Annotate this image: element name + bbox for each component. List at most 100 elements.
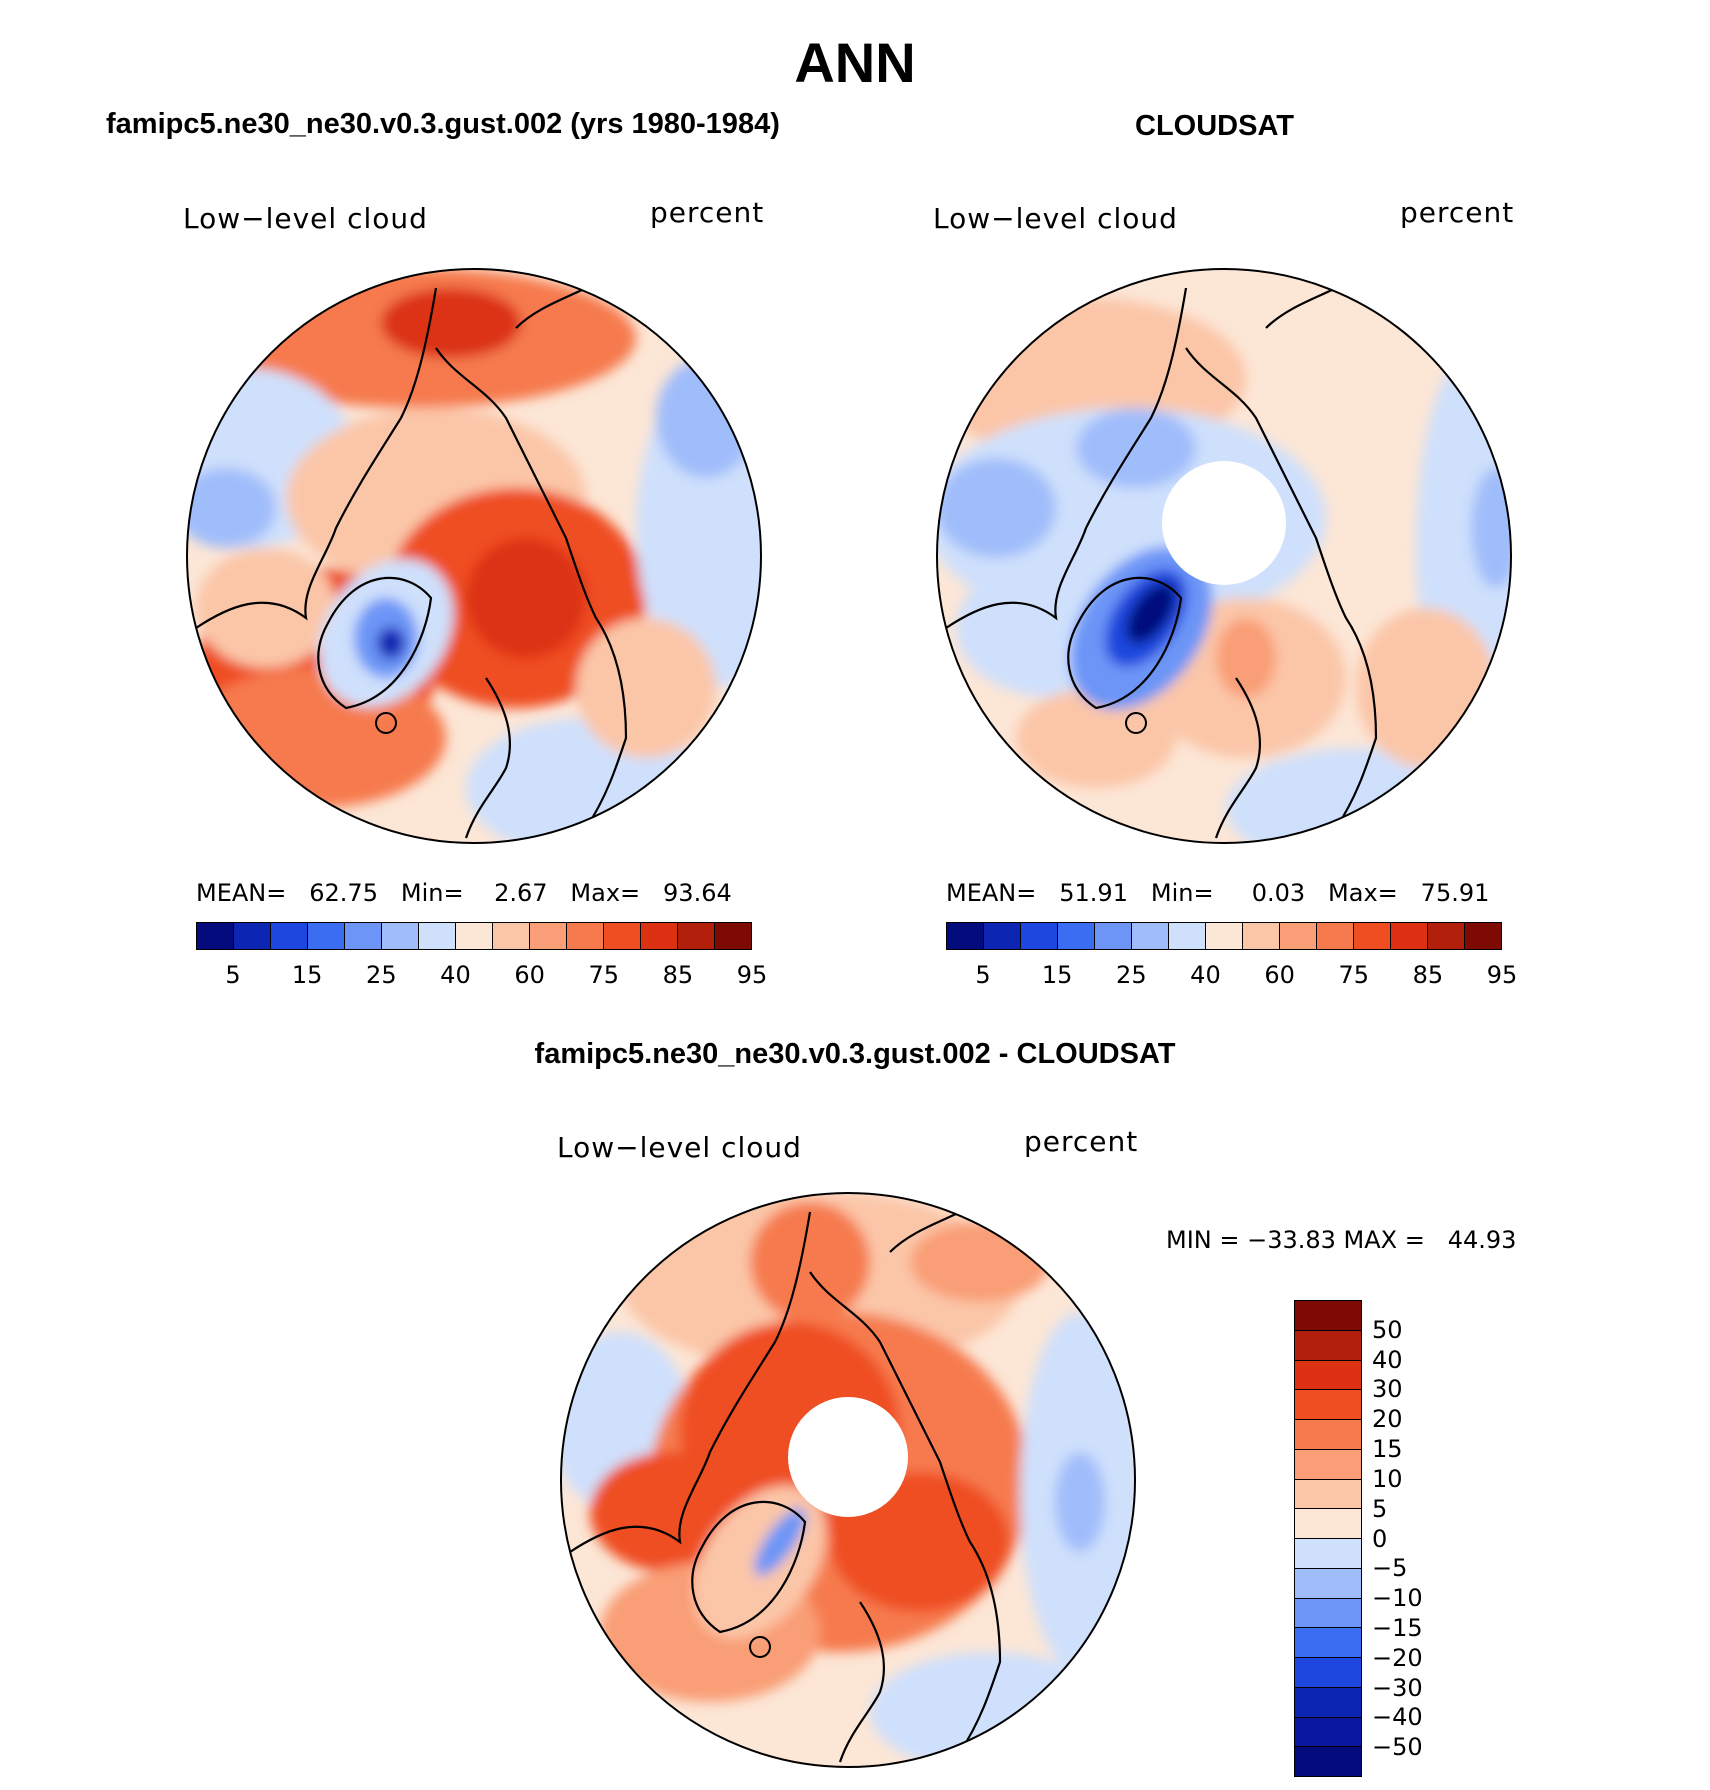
colorbar-tick-label: 15 <box>291 961 323 989</box>
colorbar-tick-label: 40 <box>1190 961 1221 989</box>
min-value: 0.03 <box>1251 879 1306 907</box>
colorbar-swatch <box>456 923 493 949</box>
panel-diff-minmax: MIN = −33.83 MAX = 44.93 <box>1166 1226 1517 1254</box>
colorbar-swatch <box>947 923 984 949</box>
panel-diff-colorbar-ticks: 50 40 30 20 15 10 5 0 −5 −10 −15 −20 −30 −40 −50 <box>1372 1300 1452 1777</box>
colorbar-swatch <box>715 923 751 949</box>
colorbar-swatch <box>1295 1628 1361 1658</box>
colorbar-swatch <box>1391 923 1428 949</box>
colorbar-tick-label: 5 <box>1372 1494 1388 1523</box>
colorbar-tick-label: 75 <box>1338 961 1369 989</box>
colorbar-swatch <box>1280 923 1317 949</box>
panel-obs-colorbar <box>946 922 1502 950</box>
colorbar-swatch <box>1295 1479 1361 1510</box>
panel-diff-title: famipc5.ne30_ne30.v0.3.gust.002 - CLOUDS… <box>534 1038 1176 1070</box>
colorbar-swatch <box>1169 923 1206 949</box>
colorbar-swatch <box>678 923 715 949</box>
panel-model-variable-label: Low−level cloud <box>183 202 428 235</box>
colorbar-tick-label: −20 <box>1372 1643 1423 1672</box>
colorbar-tick-label: 10 <box>1372 1464 1403 1493</box>
colorbar-tick-label: 60 <box>1264 961 1295 989</box>
panel-model-colorbar-ticks: 5 15 25 40 60 75 85 95 <box>196 961 767 991</box>
colorbar-tick-label: 40 <box>440 961 471 989</box>
colorbar-tick-label: 30 <box>1372 1375 1403 1404</box>
figure-title: ANN <box>794 31 916 94</box>
colorbar-swatch <box>1021 923 1058 949</box>
colorbar-tick-label: 40 <box>1372 1345 1403 1374</box>
panel-diff-colorbar <box>1294 1300 1362 1777</box>
colorbar-swatch <box>271 923 308 949</box>
colorbar-swatch <box>567 923 604 949</box>
colorbar-swatch <box>1428 923 1465 949</box>
colorbar-swatch <box>1317 923 1354 949</box>
colorbar-swatch <box>604 923 641 949</box>
panel-diff-units-label: percent <box>1024 1125 1139 1158</box>
colorbar-swatch <box>1354 923 1391 949</box>
mean-label: MEAN= <box>946 879 1037 907</box>
colorbar-swatch <box>1295 1598 1361 1629</box>
colorbar-tick-label: −10 <box>1372 1584 1423 1613</box>
colorbar-tick-label: 15 <box>1372 1435 1403 1464</box>
max-label: Max= <box>570 879 641 907</box>
min-label: Min= <box>1150 879 1214 907</box>
colorbar-swatch <box>1465 923 1501 949</box>
colorbar-swatch <box>1295 1658 1361 1688</box>
colorbar-swatch <box>1295 1330 1361 1361</box>
colorbar-swatch <box>1095 923 1132 949</box>
colorbar-tick-label: 95 <box>1486 961 1518 989</box>
panel-model-title: famipc5.ne30_ne30.v0.3.gust.002 (yrs 198… <box>106 108 780 140</box>
max-value: 75.91 <box>1420 879 1490 907</box>
colorbar-tick-label: 20 <box>1372 1405 1403 1434</box>
colorbar-swatch <box>382 923 419 949</box>
colorbar-tick-label: 25 <box>366 961 397 989</box>
min-value: 2.67 <box>494 879 548 907</box>
colorbar-tick-label: 25 <box>1116 961 1147 989</box>
panel-model-map <box>186 268 762 844</box>
panel-diff-variable-label: Low−level cloud <box>557 1131 802 1164</box>
colorbar-tick-label: 60 <box>514 961 545 989</box>
colorbar-tick-label: 15 <box>1041 961 1073 989</box>
colorbar-swatch <box>1206 923 1243 949</box>
colorbar-swatch <box>493 923 530 949</box>
panel-obs-map <box>936 268 1512 844</box>
colorbar-swatch <box>1295 1420 1361 1450</box>
colorbar-swatch <box>530 923 567 949</box>
panel-obs-stats: MEAN= 51.91 Min= 0.03 Max= 75.91 <box>946 879 1489 907</box>
colorbar-tick-label: 5 <box>225 961 241 989</box>
colorbar-swatch <box>1295 1390 1361 1420</box>
colorbar-tick-label: 5 <box>975 961 991 989</box>
colorbar-swatch <box>345 923 382 949</box>
panel-model-stats: MEAN= 62.75 Min= 2.67 Max= 93.64 <box>196 879 732 907</box>
colorbar-tick-label: −50 <box>1372 1733 1423 1762</box>
colorbar-tick-label: −40 <box>1372 1703 1423 1732</box>
colorbar-swatch <box>1295 1449 1361 1480</box>
panel-obs-title: CLOUDSAT <box>1135 110 1294 142</box>
colorbar-swatch <box>1295 1687 1361 1718</box>
colorbar-tick-label: 85 <box>1412 961 1444 989</box>
colorbar-swatch <box>308 923 345 949</box>
mean-label: MEAN= <box>196 879 287 907</box>
colorbar-swatch <box>1295 1360 1361 1391</box>
colorbar-swatch <box>1295 1568 1361 1599</box>
colorbar-tick-label: 85 <box>662 961 694 989</box>
panel-obs-colorbar-ticks: 5 15 25 40 60 75 85 95 <box>946 961 1517 991</box>
colorbar-swatch <box>1295 1539 1361 1569</box>
colorbar-tick-label: −30 <box>1372 1673 1423 1702</box>
colorbar-swatch <box>641 923 678 949</box>
colorbar-swatch <box>234 923 271 949</box>
max-value: 93.64 <box>663 879 732 907</box>
colorbar-tick-label: 0 <box>1372 1524 1388 1553</box>
colorbar-swatch <box>1243 923 1280 949</box>
colorbar-tick-label: 75 <box>588 961 619 989</box>
colorbar-tick-label: −5 <box>1372 1554 1408 1583</box>
colorbar-swatch <box>1132 923 1169 949</box>
colorbar-swatch <box>1295 1301 1361 1331</box>
panel-model-colorbar <box>196 922 752 950</box>
colorbar-tick-label: 95 <box>736 961 768 989</box>
mean-value: 62.75 <box>309 879 378 907</box>
min-label: Min= <box>400 879 464 907</box>
colorbar-tick-label: −15 <box>1372 1613 1423 1642</box>
colorbar-swatch <box>1058 923 1095 949</box>
colorbar-tick-label: 50 <box>1372 1315 1403 1344</box>
panel-obs-variable-label: Low−level cloud <box>933 202 1178 235</box>
